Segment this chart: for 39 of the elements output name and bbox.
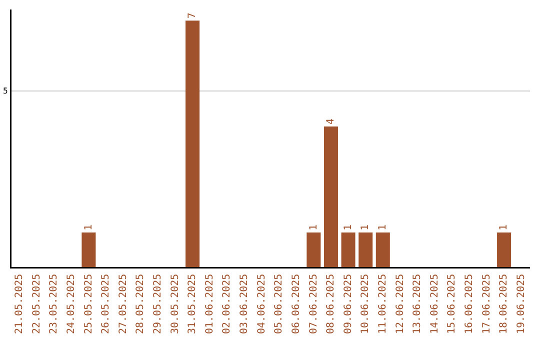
data-label: 1 [377, 224, 388, 230]
x-tick-label: 30.05.2025 [170, 274, 181, 334]
x-tick-label: 08.06.2025 [326, 274, 337, 334]
x-tick-label: 21.05.2025 [14, 274, 26, 334]
x-tick-label: 26.05.2025 [100, 274, 112, 334]
x-tick-label: 16.06.2025 [464, 274, 476, 334]
x-tick-label: 13.06.2025 [412, 274, 424, 334]
x-tick-label: 10.06.2025 [360, 274, 372, 334]
data-label: 7 [187, 12, 198, 19]
x-tick-label: 02.06.2025 [222, 274, 233, 334]
data-label: 1 [498, 224, 510, 230]
x-tick-label: 22.05.2025 [31, 274, 42, 334]
x-tick-label: 05.06.2025 [274, 274, 285, 334]
data-label: 1 [308, 224, 320, 230]
x-tick-label: 01.06.2025 [204, 274, 216, 334]
x-tick-label: 18.06.2025 [498, 274, 510, 334]
data-label: 4 [326, 118, 337, 125]
x-tick-label: 12.06.2025 [394, 274, 406, 334]
data-label: 1 [83, 224, 94, 230]
data-label: 1 [342, 224, 354, 230]
x-tick-label: 03.06.2025 [239, 274, 250, 334]
x-tick-label: 19.06.2025 [516, 274, 527, 334]
x-tick-label: 28.05.2025 [135, 274, 146, 334]
x-tick-label: 11.06.2025 [377, 274, 388, 334]
x-tick-label: 06.06.2025 [290, 274, 302, 334]
x-tick-label: 27.05.2025 [118, 274, 129, 334]
x-tick-label: 29.05.2025 [152, 274, 164, 334]
x-tick-label: 24.05.2025 [66, 274, 77, 334]
x-tick-label: 09.06.2025 [342, 274, 354, 334]
x-tick-label: 04.06.2025 [256, 274, 268, 334]
x-tick-label: 07.06.2025 [308, 274, 320, 334]
x-tick-label: 31.05.2025 [187, 274, 198, 334]
x-tick-label: 23.05.2025 [48, 274, 60, 334]
x-tick-label: 25.05.2025 [83, 274, 94, 334]
y-tick-label: 5 [2, 86, 8, 96]
x-tick-label: 17.06.2025 [481, 274, 492, 334]
x-tick-label: 15.06.2025 [446, 274, 458, 334]
x-tick-label: 14.06.2025 [429, 274, 440, 334]
data-label: 1 [360, 224, 372, 230]
